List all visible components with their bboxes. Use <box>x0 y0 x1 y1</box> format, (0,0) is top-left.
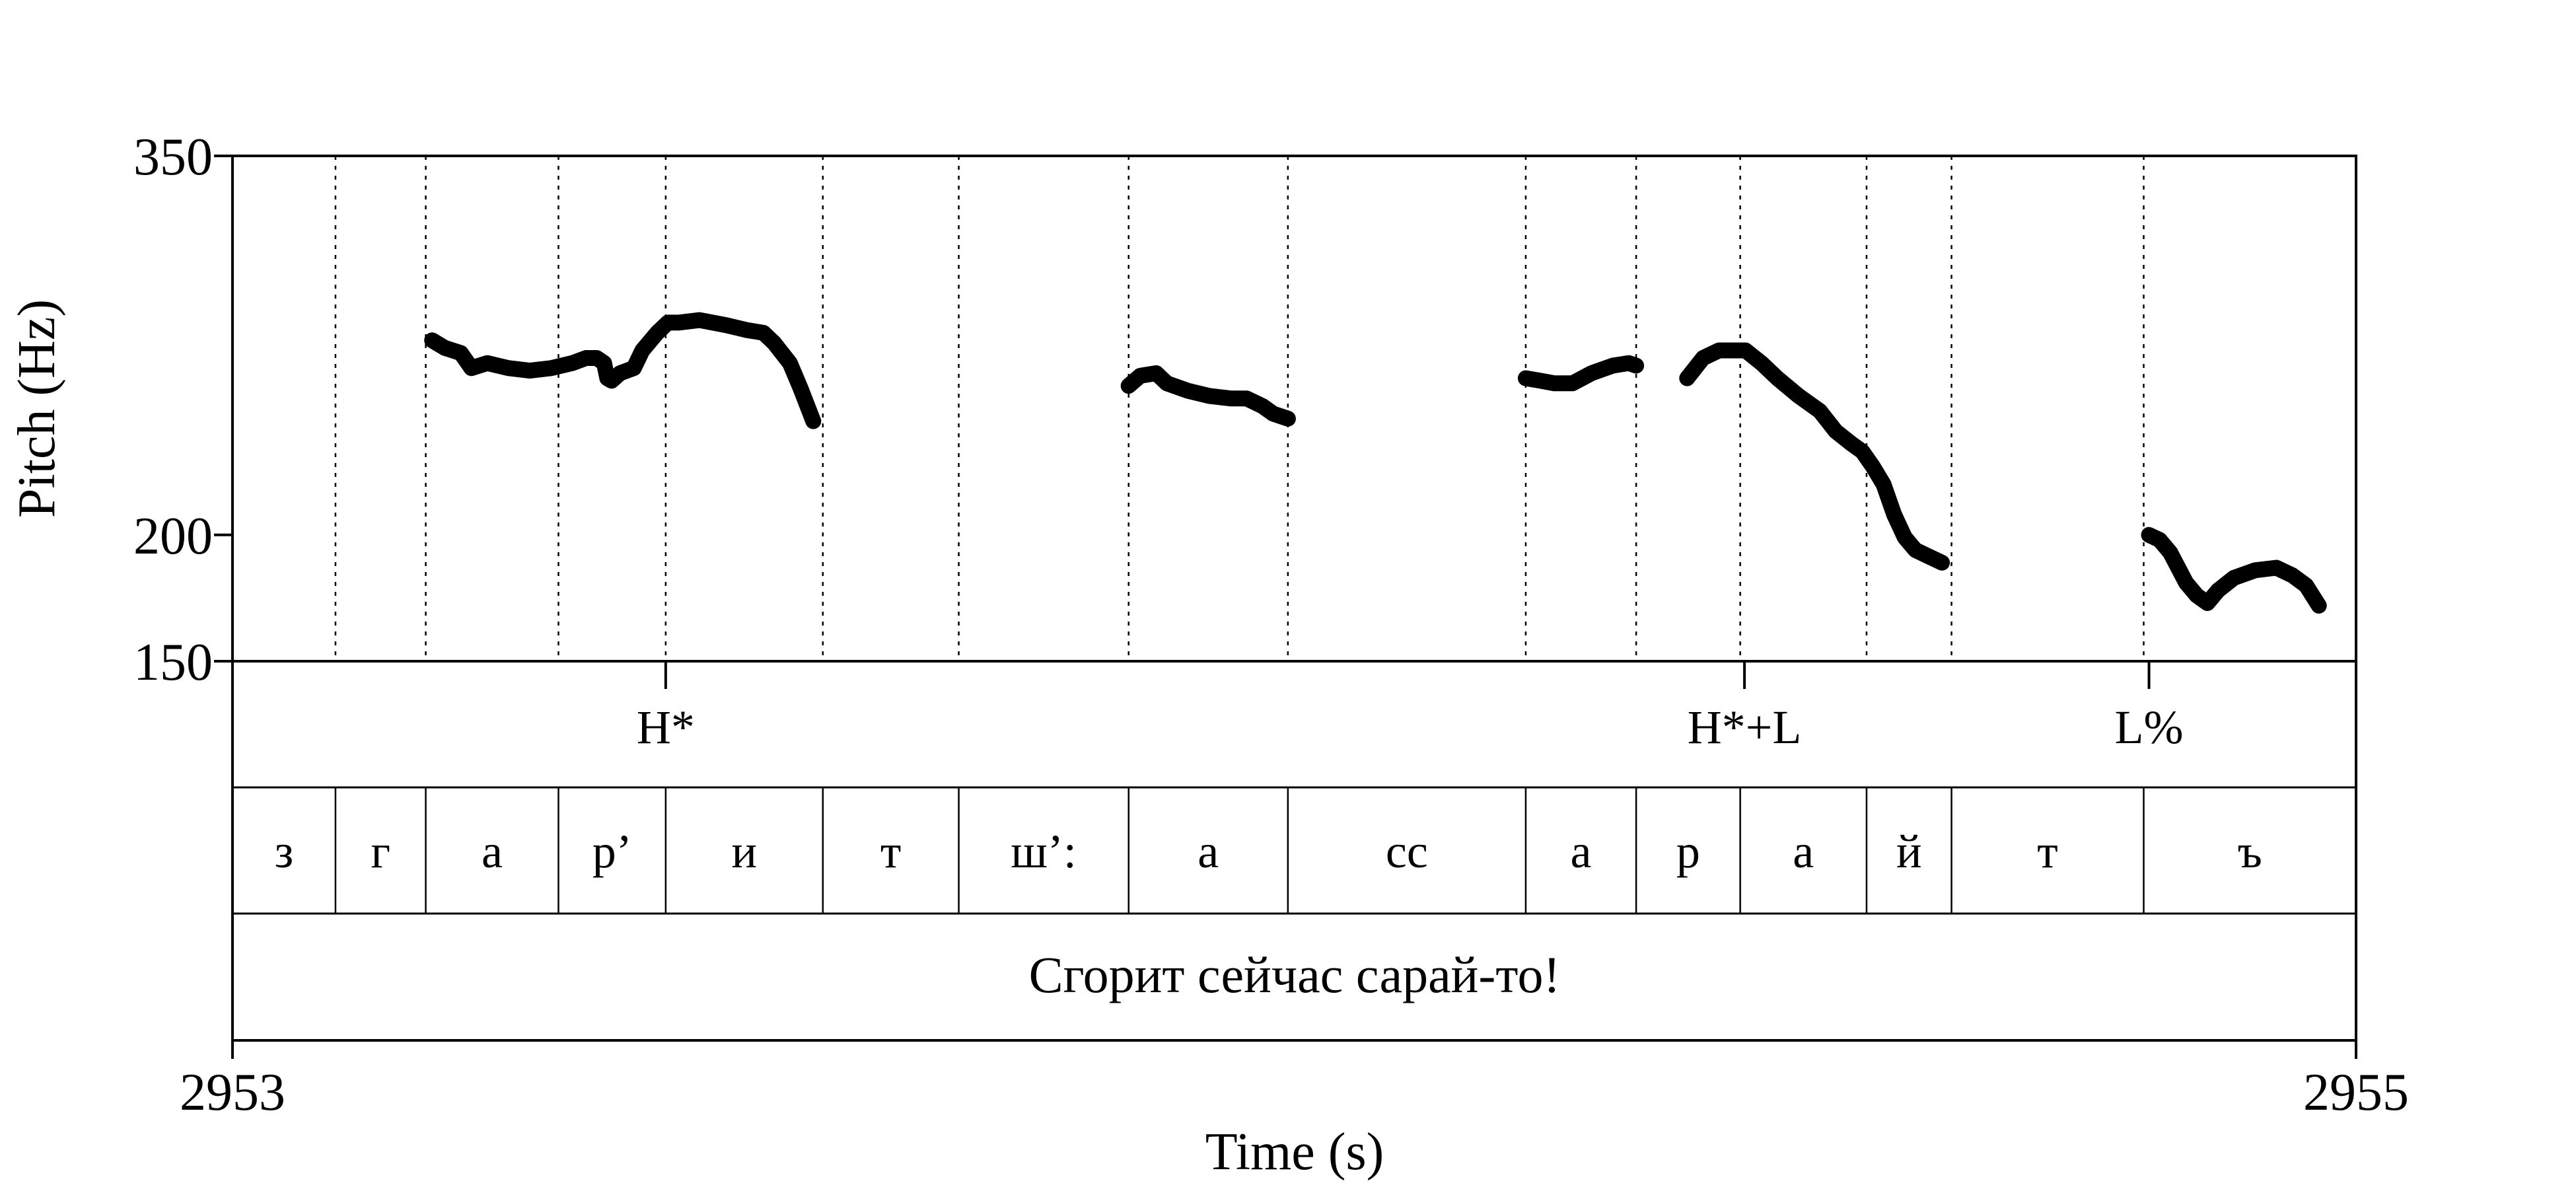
segment-label-6: ш’: <box>1011 825 1076 878</box>
x-tick-label-0: 2953 <box>180 1063 285 1122</box>
sentence-label: Сгорит сейчас сарай-то! <box>1029 946 1561 1003</box>
plot-frames <box>231 155 2357 1042</box>
segment-label-1: г <box>371 825 390 878</box>
tone-tier: H* H*+L L% <box>637 661 2184 754</box>
pitch-contours <box>424 312 2327 614</box>
segment-label-3: р’ <box>592 825 632 878</box>
y-tick-label-1: 200 <box>133 507 213 565</box>
y-tick-label-2: 150 <box>133 633 213 692</box>
y-axis: 350 200 150 <box>133 128 233 692</box>
x-axis-title: Time (s) <box>1205 1123 1384 1181</box>
y-tick-label-0: 350 <box>133 128 213 186</box>
tiers-frame <box>231 660 2357 1042</box>
segment-label-5: т <box>880 825 901 878</box>
segment-label-9: а <box>1571 825 1592 878</box>
tone-label-2: L% <box>2115 701 2184 754</box>
x-tick-label-1: 2955 <box>2303 1063 2409 1122</box>
y-axis-title: Pitch (Hz) <box>8 299 66 518</box>
segment-label-12: й <box>1896 825 1922 878</box>
pitch-panel-frame <box>231 155 2357 663</box>
pitch-contour-5 <box>2141 526 2327 614</box>
segment-label-0: з <box>275 825 293 878</box>
segment-label-8: сс <box>1386 825 1428 878</box>
segment-guides <box>334 156 2145 661</box>
segment-tier: з г а р’ и т ш’: а сс а р а й т ъ <box>275 787 2262 914</box>
segment-label-13: т <box>2037 825 2057 878</box>
segment-label-7: а <box>1198 825 1219 878</box>
pitch-contour-1 <box>424 312 822 429</box>
segment-label-10: р <box>1676 825 1700 878</box>
pitch-contour-4 <box>1679 342 1950 571</box>
segment-label-14: ъ <box>2238 825 2262 878</box>
pitch-contour-3 <box>1517 355 1645 392</box>
segment-label-11: а <box>1793 825 1814 878</box>
pitch-contour-2 <box>1120 365 1296 427</box>
x-axis: 2953 2955 <box>180 1040 2409 1122</box>
segment-label-4: и <box>732 825 758 878</box>
tone-label-1: H*+L <box>1688 701 1802 754</box>
segment-label-2: а <box>482 825 503 878</box>
tone-label-0: H* <box>637 701 695 754</box>
